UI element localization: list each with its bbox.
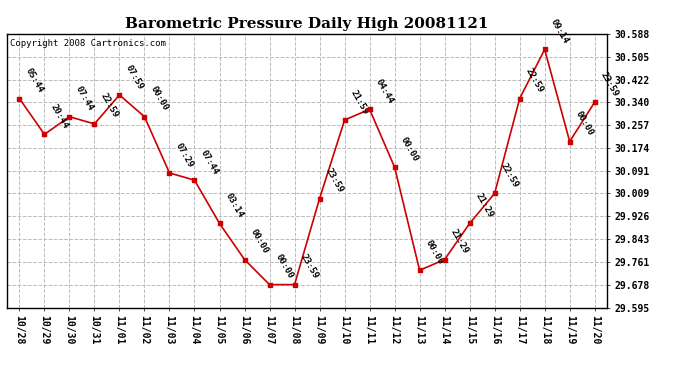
- Point: [314, 196, 325, 202]
- Text: 22:59: 22:59: [524, 67, 545, 94]
- Point: [389, 164, 400, 170]
- Text: 21:29: 21:29: [448, 228, 470, 255]
- Point: [114, 92, 125, 98]
- Text: Copyright 2008 Cartronics.com: Copyright 2008 Cartronics.com: [10, 39, 166, 48]
- Point: [14, 96, 25, 102]
- Point: [189, 177, 200, 183]
- Point: [89, 121, 100, 127]
- Point: [514, 96, 525, 102]
- Point: [564, 138, 575, 144]
- Point: [364, 106, 375, 112]
- Point: [64, 114, 75, 120]
- Text: 00:00: 00:00: [399, 135, 420, 163]
- Text: 22:59: 22:59: [499, 161, 520, 189]
- Point: [589, 99, 600, 105]
- Text: 05:44: 05:44: [23, 67, 45, 94]
- Point: [139, 114, 150, 120]
- Text: 00:00: 00:00: [574, 110, 595, 137]
- Point: [489, 190, 500, 196]
- Text: 21:59: 21:59: [348, 88, 370, 116]
- Text: 23:59: 23:59: [599, 70, 620, 98]
- Point: [39, 131, 50, 137]
- Text: 07:29: 07:29: [174, 141, 195, 169]
- Text: 20:44: 20:44: [48, 102, 70, 130]
- Text: 07:59: 07:59: [124, 63, 145, 91]
- Text: 03:14: 03:14: [224, 192, 245, 219]
- Point: [414, 267, 425, 273]
- Point: [239, 256, 250, 262]
- Title: Barometric Pressure Daily High 20081121: Barometric Pressure Daily High 20081121: [126, 17, 489, 31]
- Text: 22:59: 22:59: [99, 92, 120, 120]
- Text: 21:29: 21:29: [474, 192, 495, 219]
- Text: 23:59: 23:59: [324, 166, 345, 195]
- Text: 00:00: 00:00: [248, 228, 270, 255]
- Text: 23:59: 23:59: [299, 253, 320, 280]
- Text: 07:44: 07:44: [74, 85, 95, 112]
- Text: 09:14: 09:14: [549, 18, 570, 45]
- Point: [264, 282, 275, 288]
- Point: [289, 282, 300, 288]
- Text: 00:00: 00:00: [148, 85, 170, 112]
- Text: 00:00: 00:00: [274, 253, 295, 280]
- Point: [164, 170, 175, 176]
- Point: [339, 117, 350, 123]
- Point: [214, 220, 225, 226]
- Text: 07:44: 07:44: [199, 148, 220, 176]
- Point: [439, 256, 450, 262]
- Point: [464, 220, 475, 226]
- Text: 04:44: 04:44: [374, 77, 395, 105]
- Point: [539, 46, 550, 53]
- Text: 00:00: 00:00: [424, 238, 445, 266]
